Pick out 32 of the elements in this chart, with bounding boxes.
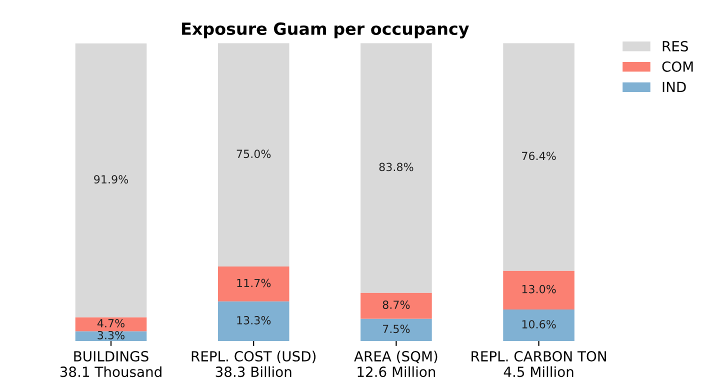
bar	[503, 309, 574, 342]
x-tick-label: REPL. CARBON TON 4.5 Million	[472, 351, 606, 378]
bar	[218, 266, 290, 302]
x-tick-label: AREA (SQM) 12.6 Million	[354, 350, 438, 378]
data-label: 13.0%	[522, 284, 556, 294]
bar	[503, 270, 574, 310]
data-label: 11.7%	[237, 278, 271, 288]
bar	[218, 43, 290, 267]
bar	[503, 43, 574, 271]
bar	[75, 43, 147, 318]
legend-label: COM	[662, 61, 693, 72]
x-tick-label: REPL. COST (USD) 38.3 Billion	[192, 350, 316, 378]
data-label: 13.3%	[237, 316, 271, 324]
bar	[360, 292, 432, 319]
legend-label: IND	[662, 82, 686, 92]
bar	[360, 318, 432, 342]
data-label: 91.9%	[94, 175, 128, 184]
bar	[75, 331, 147, 342]
bar	[360, 43, 432, 293]
legend-label: RES	[662, 40, 688, 52]
bar	[218, 301, 290, 342]
data-label: 76.4%	[522, 152, 556, 160]
chart-title: Exposure Guam per occupancy	[182, 22, 469, 38]
x-tick-label: BUILDINGS 38.1 Thousand	[60, 351, 162, 378]
data-label: 7.5%	[382, 324, 410, 334]
data-label: 3.3%	[98, 330, 125, 340]
data-label: 83.8%	[379, 162, 414, 172]
data-label: 4.7%	[97, 319, 125, 328]
bar	[75, 317, 147, 332]
data-label: 10.6%	[522, 320, 556, 328]
data-label: 75.0%	[236, 150, 271, 158]
data-label: 8.7%	[382, 300, 410, 309]
